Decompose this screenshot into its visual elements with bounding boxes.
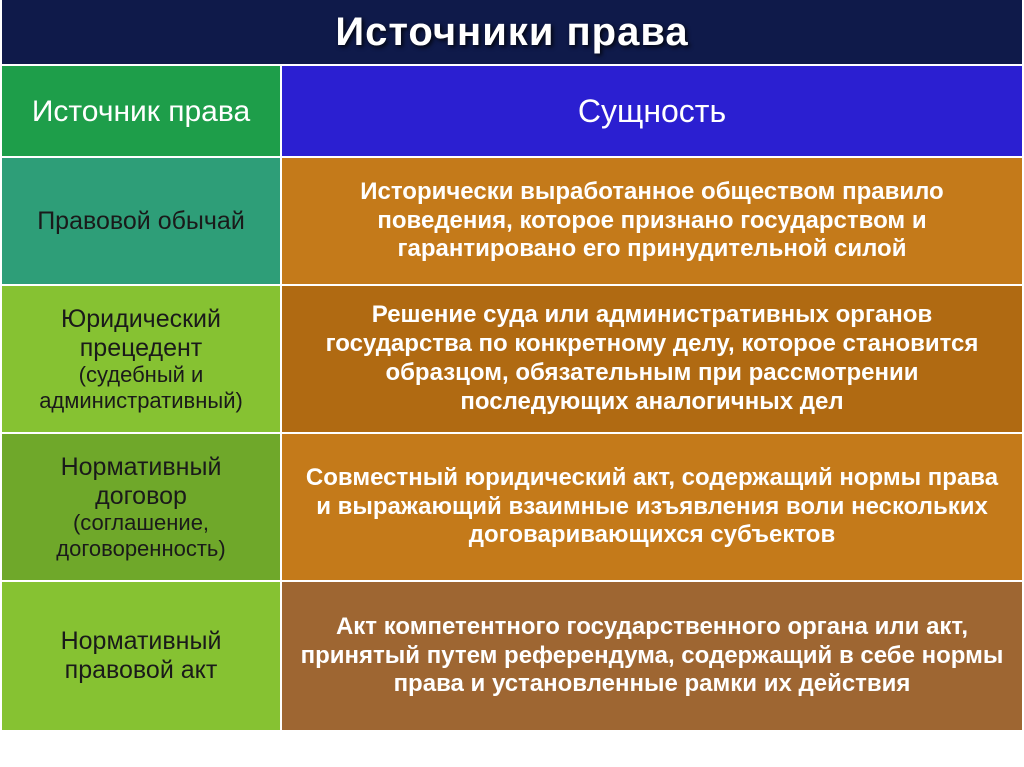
header-left-cell: Источник права xyxy=(2,66,282,156)
header-left-text: Источник права xyxy=(32,95,250,128)
table-row: Нормативный правовой акт Акт компетентно… xyxy=(2,582,1022,730)
title-bar: Источники права xyxy=(0,0,1024,64)
row-desc-cell: Решение суда или административных органо… xyxy=(282,286,1022,432)
slide-title: Источники права xyxy=(335,10,688,55)
row-desc-text: Акт компетентного государственного орган… xyxy=(300,613,1004,699)
sources-table: Источник права Сущность Правовой обычай … xyxy=(0,64,1024,767)
table-row: Правовой обычай Исторически выработанное… xyxy=(2,158,1022,286)
row-label-cell: Правовой обычай xyxy=(2,158,282,284)
table-row: Юридический прецедент (судебный и админи… xyxy=(2,286,1022,434)
row-label-main: Юридический прецедент xyxy=(12,305,270,363)
header-row: Источник права Сущность xyxy=(2,66,1022,158)
header-right-cell: Сущность xyxy=(282,66,1022,156)
row-desc-cell: Совместный юридический акт, содержащий н… xyxy=(282,434,1022,580)
table-row: Нормативный договор (соглашение, договор… xyxy=(2,434,1022,582)
row-label-cell: Юридический прецедент (судебный и админи… xyxy=(2,286,282,432)
header-right-text: Сущность xyxy=(578,93,726,130)
row-label-sub: (соглашение, договоренность) xyxy=(12,510,270,561)
slide-container: Источники права Источник права Сущность … xyxy=(0,0,1024,767)
row-desc-text: Совместный юридический акт, содержащий н… xyxy=(300,464,1004,550)
row-desc-text: Исторически выработанное обществом прави… xyxy=(300,178,1004,264)
row-desc-text: Решение суда или административных органо… xyxy=(300,301,1004,416)
row-label-main: Нормативный правовой акт xyxy=(12,627,270,685)
row-label-sub: (судебный и административный) xyxy=(12,362,270,413)
row-label-cell: Нормативный договор (соглашение, договор… xyxy=(2,434,282,580)
row-desc-cell: Акт компетентного государственного орган… xyxy=(282,582,1022,730)
row-label-main: Правовой обычай xyxy=(37,207,245,236)
row-label-cell: Нормативный правовой акт xyxy=(2,582,282,730)
row-desc-cell: Исторически выработанное обществом прави… xyxy=(282,158,1022,284)
row-label-main: Нормативный договор xyxy=(12,453,270,511)
